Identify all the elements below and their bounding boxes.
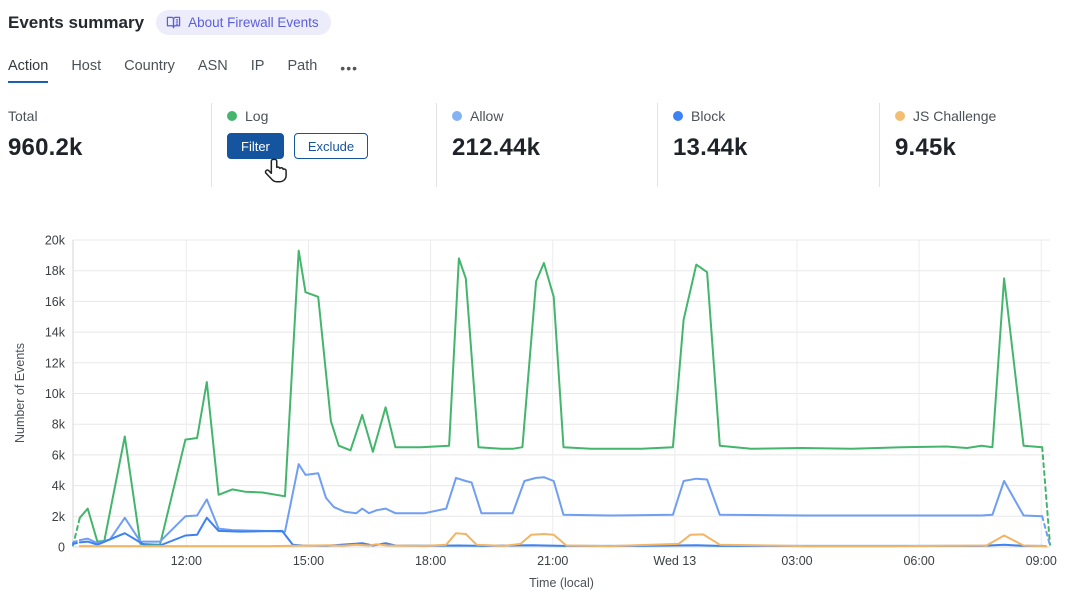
y-tick-label: 10k — [45, 387, 66, 401]
tab-asn[interactable]: ASN — [197, 58, 228, 74]
x-tick-label: 12:00 — [171, 554, 202, 568]
y-tick-label: 20k — [45, 234, 66, 248]
about-firewall-events-link[interactable]: About Firewall Events — [156, 10, 331, 35]
x-axis-title: Time (local) — [529, 576, 594, 590]
log-legend-dot — [227, 111, 237, 121]
y-tick-label: 2k — [52, 510, 66, 524]
allow-legend-dot — [452, 111, 462, 121]
x-tick-label: 15:00 — [293, 554, 324, 568]
x-tick-label: Wed 13 — [653, 554, 696, 568]
y-tick-label: 0 — [58, 541, 65, 555]
stat-value-js-challenge: 9.45k — [895, 134, 957, 161]
x-tick-label: 09:00 — [1026, 554, 1057, 568]
stat-card-js-challenge[interactable]: JS Challenge 9.45k — [880, 103, 1068, 187]
stat-card-total: Total 960.2k — [8, 103, 212, 187]
y-axis-title: Number of Events — [13, 342, 27, 444]
tab-path[interactable]: Path — [287, 58, 318, 74]
x-tick-label: 21:00 — [537, 554, 568, 568]
stat-card-block[interactable]: Block 13.44k — [658, 103, 880, 187]
stat-label: Block — [691, 108, 726, 124]
stat-card-log[interactable]: Log Filter Exclude — [212, 103, 437, 187]
y-tick-label: 14k — [45, 326, 66, 340]
events-chart-plot[interactable]: 0 2k 4k 6k 8k 10k 12k 14k 16k 18k 20k 12:00 15:00 18:… — [0, 225, 1068, 598]
y-tick-label: 6k — [52, 448, 66, 462]
header: Events summary About Firewall Events — [8, 10, 331, 35]
stats-row: Total 960.2k Log Filter Exclude Allow 21… — [8, 103, 1068, 187]
x-tick-label: 06:00 — [903, 554, 934, 568]
x-tick-label: 03:00 — [781, 554, 812, 568]
series-line-allow — [72, 539, 81, 544]
js-challenge-legend-dot — [895, 111, 905, 121]
stat-label: Total — [8, 108, 38, 124]
stat-card-allow[interactable]: Allow 212.44k — [437, 103, 658, 187]
stat-value-total: 960.2k — [8, 134, 83, 161]
y-tick-label: 8k — [52, 418, 66, 432]
block-legend-dot — [673, 111, 683, 121]
y-tick-label: 12k — [45, 356, 66, 370]
series-line-log — [1041, 446, 1051, 546]
series-line-log — [72, 516, 81, 547]
series-line-allow — [78, 463, 1044, 545]
y-tick-label: 4k — [52, 479, 66, 493]
series-line-block — [78, 516, 1044, 547]
filter-button[interactable]: Filter — [227, 133, 284, 159]
series-line-js-challenge — [78, 532, 1044, 548]
stat-label: Allow — [470, 108, 504, 124]
tab-ip[interactable]: IP — [250, 58, 265, 74]
series-line-allow — [1041, 515, 1051, 547]
stat-value-allow: 212.44k — [452, 134, 541, 161]
tab-action[interactable]: Action — [8, 58, 49, 83]
tab-country[interactable]: Country — [124, 58, 175, 74]
stat-value-block: 13.44k — [673, 134, 748, 161]
book-icon — [166, 15, 181, 30]
y-tick-label: 16k — [45, 295, 66, 309]
tab-host[interactable]: Host — [71, 58, 102, 74]
x-tick-label: 18:00 — [415, 554, 446, 568]
events-chart[interactable]: 0 2k 4k 6k 8k 10k 12k 14k 16k 18k 20k 12:00 15:00 18:… — [0, 225, 1068, 598]
exclude-button[interactable]: Exclude — [293, 133, 369, 159]
y-tick-label: 18k — [45, 264, 66, 278]
series-line-log — [78, 249, 1044, 546]
series-line-block — [72, 541, 81, 545]
page-title: Events summary — [8, 12, 145, 32]
stat-label: Log — [245, 108, 269, 124]
group-by-tabs: Action Host Country ASN IP Path ••• — [8, 58, 358, 83]
stat-label: JS Challenge — [913, 108, 997, 124]
about-badge-label: About Firewall Events — [188, 15, 319, 30]
tabs-more-button[interactable]: ••• — [340, 60, 359, 76]
